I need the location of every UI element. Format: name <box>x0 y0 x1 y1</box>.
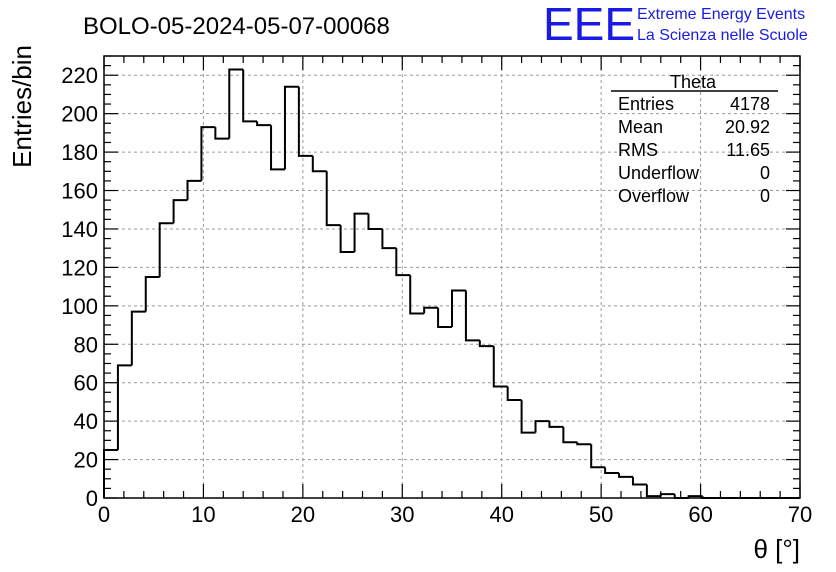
y-tick-label: 0 <box>86 486 98 511</box>
histogram-bin <box>478 340 494 348</box>
histogram-bin <box>451 289 466 327</box>
histogram-bin <box>590 444 606 469</box>
x-tick-label: 40 <box>489 502 513 527</box>
histogram-bin <box>214 127 230 140</box>
y-axis-label: Entries/bin <box>7 45 37 168</box>
logo-line-2: La Scienza nelle Scuole <box>637 27 808 44</box>
histogram-bin <box>464 290 480 342</box>
stats-row-label: Overflow <box>618 186 690 206</box>
x-tick-labels: 0 10 20 30 40 50 60 70 <box>98 502 812 527</box>
histogram-bin <box>576 442 592 446</box>
x-tick-label: 60 <box>688 502 712 527</box>
histogram-bin <box>562 426 578 444</box>
histogram-bin <box>186 179 202 201</box>
stats-row-label: Underflow <box>618 163 700 183</box>
x-tick-label: 70 <box>788 502 812 527</box>
stats-row-label: Mean <box>618 117 663 137</box>
histogram-bin <box>367 213 383 230</box>
histogram-bin <box>353 212 369 253</box>
grid-lines <box>104 56 800 498</box>
histogram-bin <box>103 448 118 498</box>
histogram-bin <box>339 225 355 254</box>
eee-logo: EEE Extreme Energy Events La Scienza nel… <box>543 0 808 50</box>
stats-row-value: 4178 <box>730 94 770 114</box>
histogram-bin <box>604 467 620 475</box>
histogram-bin <box>130 310 146 366</box>
histogram-bin <box>395 248 411 277</box>
y-tick-label: 60 <box>74 371 98 396</box>
histogram-bin <box>618 473 633 478</box>
histogram-bin <box>520 399 536 434</box>
logo-line-1: Extreme Energy Events <box>637 6 805 23</box>
histogram-bin <box>297 86 313 157</box>
axis-ticks <box>103 55 801 499</box>
histogram-bin <box>409 275 425 315</box>
x-axis-label: θ [°] <box>753 534 800 564</box>
y-tick-label: 100 <box>61 294 98 319</box>
histogram-bin <box>270 125 285 171</box>
histogram-bin <box>659 493 675 497</box>
histogram-bin <box>631 476 647 486</box>
histogram-bin <box>283 85 299 170</box>
x-tick-label: 50 <box>589 502 613 527</box>
x-tick-label: 30 <box>390 502 414 527</box>
histogram-bin <box>256 121 272 127</box>
histogram-bin <box>381 228 397 250</box>
histogram-bin <box>645 484 661 498</box>
stats-row-value: 11.65 <box>726 140 770 160</box>
chart-title: BOLO-05-2024-05-07-00068 <box>83 13 390 40</box>
histogram-series <box>103 68 800 499</box>
stats-row-label: RMS <box>618 140 658 160</box>
x-tick-label: 20 <box>291 502 315 527</box>
x-tick-label: 0 <box>98 502 110 527</box>
histogram-bin <box>228 68 244 139</box>
histogram-bin <box>437 307 452 328</box>
y-tick-label: 220 <box>61 63 98 88</box>
histogram-bin <box>311 155 327 173</box>
x-tick-label: 10 <box>191 502 215 527</box>
histogram-bin <box>506 386 522 401</box>
stats-title: Theta <box>670 72 717 92</box>
plot-frame <box>103 55 801 499</box>
y-tick-labels: 0 20 40 60 80 100 120 140 160 180 200 220 <box>61 63 98 511</box>
histogram-bin <box>144 276 160 312</box>
histogram-bin <box>325 171 341 227</box>
histogram-bin <box>200 126 216 181</box>
y-tick-label: 80 <box>74 332 98 357</box>
y-tick-label: 160 <box>61 179 98 204</box>
histogram-bin <box>172 199 188 224</box>
y-tick-label: 140 <box>61 217 98 242</box>
stats-row-value: 0 <box>760 163 770 183</box>
logo-mark: EEE <box>543 0 635 50</box>
y-tick-label: 40 <box>74 409 98 434</box>
y-tick-label: 180 <box>61 140 98 165</box>
histogram-bin <box>116 364 132 450</box>
histogram-bin <box>548 421 564 428</box>
histogram-bin <box>492 346 508 388</box>
stats-rows: Entries 4178 Mean 20.92 RMS 11.65 Underflow 0 Ov… <box>618 94 770 206</box>
y-tick-label: 120 <box>61 255 98 280</box>
y-tick-label: 200 <box>61 102 98 127</box>
histogram-bin <box>534 420 550 433</box>
histogram-bin <box>242 69 258 123</box>
stats-row-label: Entries <box>618 94 674 114</box>
stats-box: Theta Entries 4178 Mean 20.92 RMS 11.65 Underf… <box>611 72 778 206</box>
y-tick-label: 20 <box>74 448 98 473</box>
histogram-bin <box>158 222 174 277</box>
stats-row-value: 20.92 <box>725 117 770 137</box>
histogram-bin <box>423 306 439 314</box>
stats-row-value: 0 <box>760 186 770 206</box>
